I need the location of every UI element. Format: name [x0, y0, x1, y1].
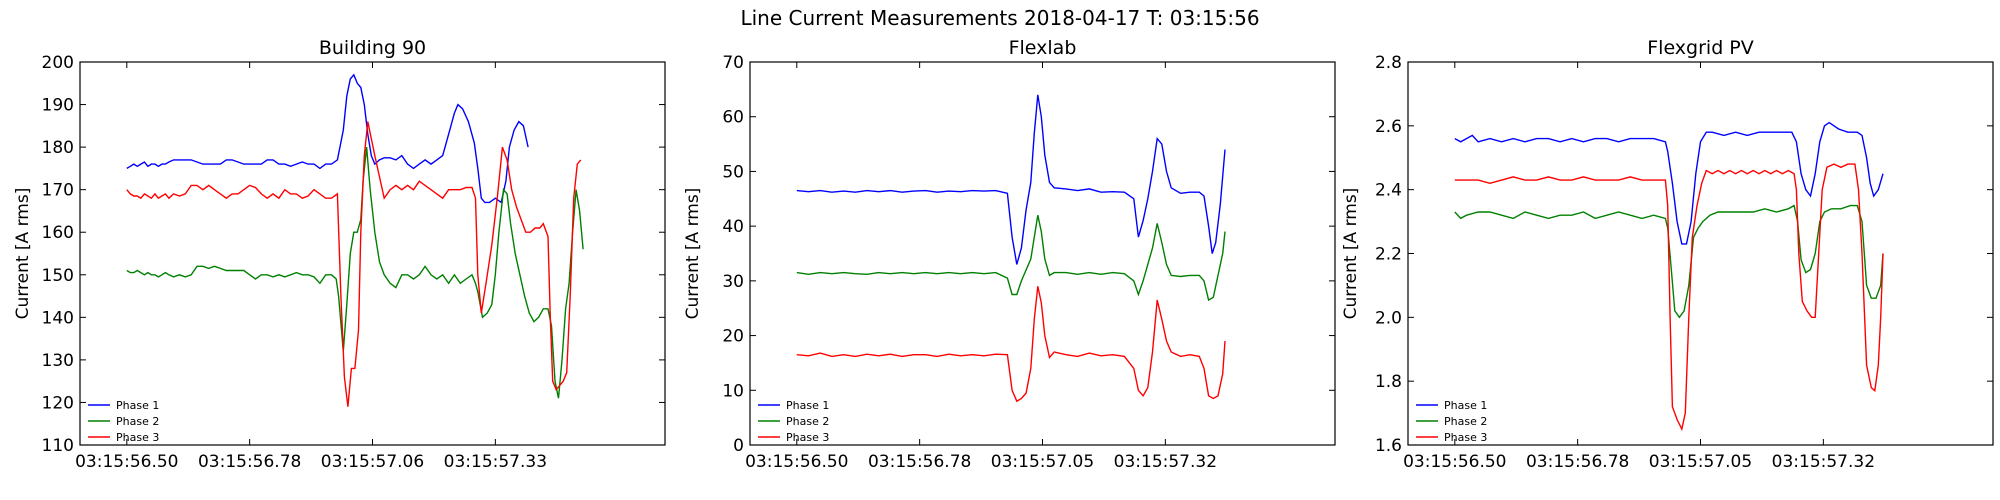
- y-tick-label: 150: [42, 266, 74, 286]
- x-tick-label: 03:15:56.78: [1526, 452, 1629, 472]
- y-tick-label: 2.4: [1375, 181, 1402, 201]
- y-tick-label: 70: [722, 53, 744, 73]
- series-line-1: [126, 73, 529, 204]
- legend-label-2: Phase 2: [116, 415, 159, 428]
- y-tick-label: 140: [42, 308, 74, 328]
- x-tick-label: 03:15:57.33: [444, 452, 547, 472]
- chart-title: Building 90: [319, 37, 426, 59]
- legend-label-3: Phase 3: [786, 431, 829, 444]
- y-tick-label: 200: [42, 53, 74, 73]
- x-tick-label: 03:15:56.50: [745, 452, 848, 472]
- legend-label-3: Phase 3: [116, 431, 159, 444]
- y-tick-label: 50: [722, 162, 744, 182]
- y-tick-label: 30: [722, 272, 744, 292]
- y-tick-label: 180: [42, 138, 74, 158]
- chart-title: Flexgrid PV: [1647, 37, 1754, 59]
- x-tick-label: 03:15:56.50: [75, 452, 178, 472]
- series-line-3: [1454, 163, 1884, 432]
- series-line-2: [1454, 204, 1884, 319]
- plot-frame: [1407, 61, 1994, 446]
- chart-panel-2: Flexlab 0 10 20 30 40 50 60 70 03:15:56.50 03:15:5…: [683, 37, 1336, 472]
- y-tick-label: 1.8: [1375, 372, 1402, 392]
- legend-label-1: Phase 1: [786, 399, 829, 412]
- x-tick-label: 03:15:56.78: [868, 452, 971, 472]
- y-tick-label: 2.6: [1375, 117, 1402, 137]
- legend-label-1: Phase 1: [1444, 399, 1487, 412]
- y-tick-label: 2.0: [1375, 308, 1402, 328]
- x-tick-label: 03:15:56.78: [198, 452, 301, 472]
- y-tick-label: 40: [722, 217, 744, 237]
- y-tick-label: 2.2: [1375, 245, 1402, 265]
- x-tick-label: 03:15:57.06: [321, 452, 424, 472]
- series-line-2: [796, 215, 1226, 302]
- x-tick-label: 03:15:57.32: [1772, 452, 1875, 472]
- x-tick-label: 03:15:57.05: [991, 452, 1094, 472]
- y-tick-label: 20: [722, 327, 744, 347]
- y-tick-label: 1.6: [1375, 436, 1402, 456]
- legend-label-1: Phase 1: [116, 399, 159, 412]
- chart-title: Flexlab: [1009, 37, 1077, 59]
- series-line-3: [126, 121, 582, 407]
- legend-label-3: Phase 3: [1444, 431, 1487, 444]
- y-tick-label: 110: [42, 436, 74, 456]
- x-tick-label: 03:15:57.32: [1114, 452, 1217, 472]
- y-axis-label: Current [A rms]: [13, 188, 33, 320]
- y-axis-label: Current [A rms]: [1341, 188, 1361, 320]
- chart-panel-3: Flexgrid PV 1.6 1.8 2.0 2.2 2.4 2.6 2.8 03:15:56…: [1341, 37, 1994, 472]
- y-tick-label: 60: [722, 108, 744, 128]
- chart-panel-1: Building 90 110 120 130 140 150 160 170 180 190 20…: [13, 37, 666, 472]
- y-tick-label: 170: [42, 181, 74, 201]
- figure-title: Line Current Measurements 2018-04-17 T: …: [740, 6, 1260, 30]
- y-tick-label: 190: [42, 96, 74, 116]
- legend-label-2: Phase 2: [786, 415, 829, 428]
- y-tick-label: 2.8: [1375, 53, 1402, 73]
- plot-frame: [79, 61, 666, 446]
- y-axis-label: Current [A rms]: [683, 188, 703, 320]
- x-tick-label: 03:15:57.05: [1649, 452, 1752, 472]
- x-tick-label: 03:15:56.50: [1403, 452, 1506, 472]
- y-tick-label: 10: [722, 381, 744, 401]
- y-tick-label: 120: [42, 393, 74, 413]
- series-line-1: [796, 94, 1226, 265]
- series-line-1: [1454, 121, 1884, 245]
- y-tick-label: 0: [733, 436, 744, 456]
- y-tick-label: 160: [42, 223, 74, 243]
- plot-frame: [749, 61, 1336, 446]
- y-tick-label: 130: [42, 351, 74, 371]
- series-line-3: [796, 286, 1226, 403]
- legend-label-2: Phase 2: [1444, 415, 1487, 428]
